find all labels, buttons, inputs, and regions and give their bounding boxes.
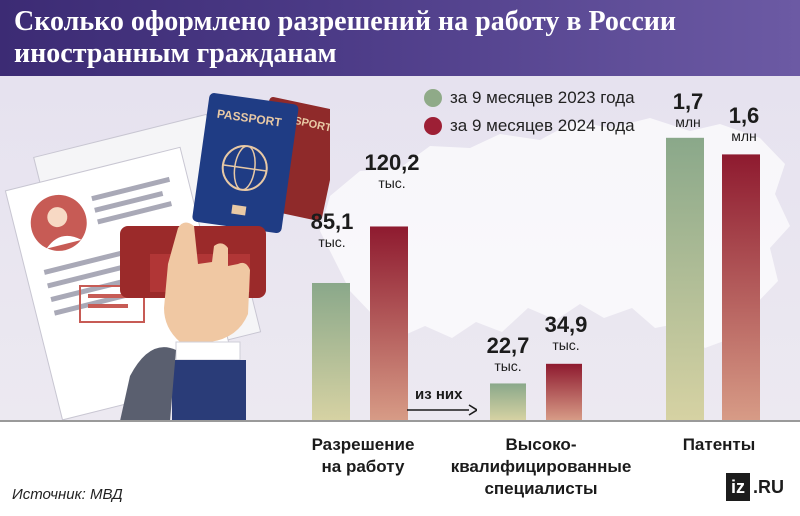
value-number: 1,6 — [728, 103, 760, 128]
iz-ru-logo: iz .RU — [726, 472, 784, 502]
value-number: 22,7 — [486, 333, 530, 358]
page-title: Сколько оформлено разрешений на работу в… — [14, 6, 677, 69]
legend-label-2024: за 9 месяцев 2024 года — [450, 116, 635, 135]
legend: за 9 месяцев 2023 года за 9 месяцев 2024… — [424, 86, 635, 142]
value-unit: млн — [731, 128, 757, 144]
bar-2023-1 — [490, 383, 526, 420]
value-number: 120,2 — [364, 150, 420, 175]
category-label-work-permit: Разрешение на работу — [311, 435, 415, 476]
value-number: 1,7 — [672, 89, 704, 114]
value-label-work-2023: 85,1 тыс. — [300, 209, 364, 251]
source-note: Источник: МВД — [12, 486, 123, 503]
legend-item-2023: за 9 месяцев 2023 года — [424, 86, 635, 110]
value-unit: тыс. — [318, 234, 346, 250]
value-unit: млн — [675, 114, 701, 130]
logo-box: iz — [726, 473, 751, 501]
documents-illustration: PASSPORT PASSPORT — [4, 93, 330, 421]
arrow-right-icon — [407, 404, 477, 416]
legend-swatch-2024 — [424, 117, 442, 135]
legend-item-2024: за 9 месяцев 2024 года — [424, 114, 635, 138]
bar-2024-0 — [370, 226, 408, 420]
bar-2023-2 — [666, 137, 704, 421]
bar-2024-1 — [546, 363, 582, 420]
value-unit: тыс. — [378, 175, 406, 191]
value-unit: тыс. — [552, 337, 580, 353]
value-unit: тыс. — [494, 358, 522, 374]
logo-text: .RU — [753, 476, 785, 497]
category-label-specialists: Высоко- квалифицированные специалисты — [450, 435, 632, 498]
x-axis-line — [0, 420, 800, 422]
value-number: 85,1 — [310, 209, 354, 234]
header-banner: Сколько оформлено разрешений на работу в… — [0, 0, 800, 76]
legend-swatch-2023 — [424, 89, 442, 107]
value-label-spec-2023: 22,7 тыс. — [476, 333, 540, 375]
bar-2023-0 — [312, 282, 350, 420]
annotation-of-them: из них — [407, 386, 477, 416]
value-number: 34,9 — [544, 312, 588, 337]
value-label-patents-2023: 1,7 млн — [656, 89, 720, 131]
category-label-patents: Патенты — [682, 435, 756, 454]
value-label-patents-2024: 1,6 млн — [712, 103, 776, 145]
legend-label-2023: за 9 месяцев 2023 года — [450, 88, 635, 107]
annotation-text: из них — [415, 386, 463, 403]
value-label-spec-2024: 34,9 тыс. — [534, 312, 598, 354]
value-label-work-2024: 120,2 тыс. — [356, 150, 428, 192]
bar-2024-2 — [722, 154, 760, 420]
